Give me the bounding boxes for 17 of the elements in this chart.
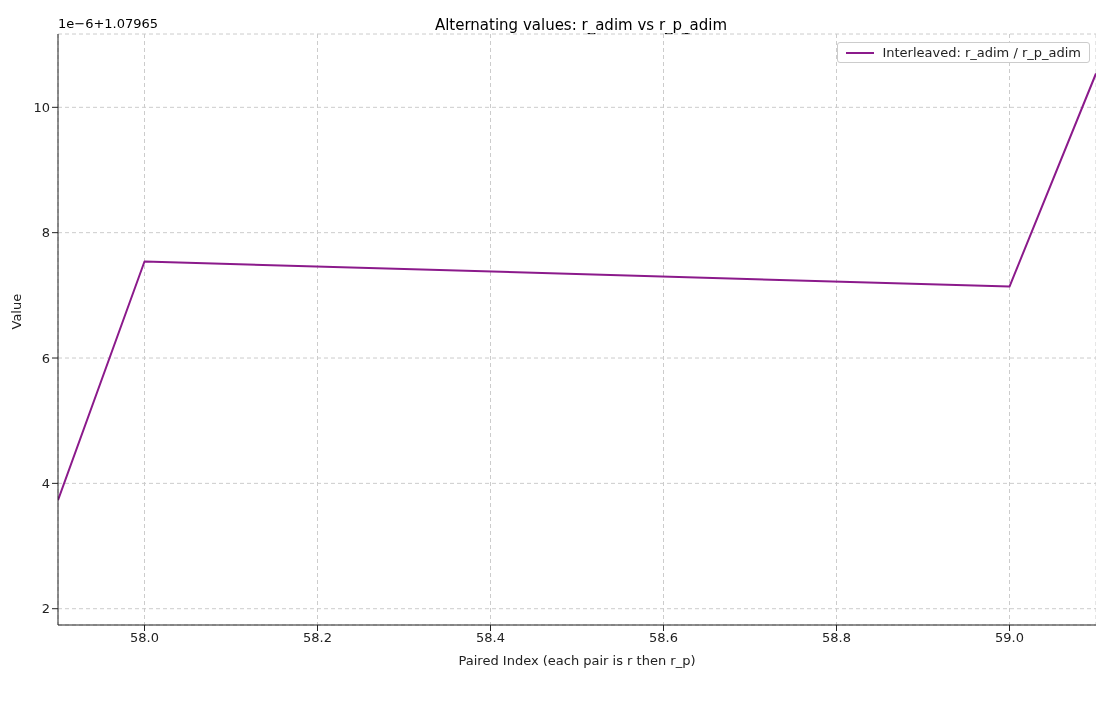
x-tick-label: 58.4 (476, 630, 505, 646)
chart-title: Alternating values: r_adim vs r_p_adim (434, 16, 728, 34)
y-tick-label: 2 (41, 601, 50, 617)
y-tick-label: 8 (41, 225, 50, 241)
x-tick-label: 59.0 (995, 630, 1024, 646)
line-series (58, 72, 1096, 502)
y-tick-label: 6 (41, 350, 50, 366)
y-axis-title: Value (8, 293, 24, 330)
y-tick-label: 4 (41, 475, 50, 491)
x-axis-title: Paired Index (each pair is r then r_p) (458, 653, 696, 668)
legend-label: Interleaved: r_adim / r_p_adim (882, 45, 1081, 60)
x-tick-label: 58.6 (649, 630, 678, 646)
x-tick-label: 58.2 (303, 630, 332, 646)
y-tick-label: 10 (33, 99, 50, 115)
x-tick-label: 58.8 (822, 630, 851, 646)
text: 1e−6+1.07965 (58, 16, 159, 31)
x-tick-label: 58.0 (130, 630, 159, 646)
